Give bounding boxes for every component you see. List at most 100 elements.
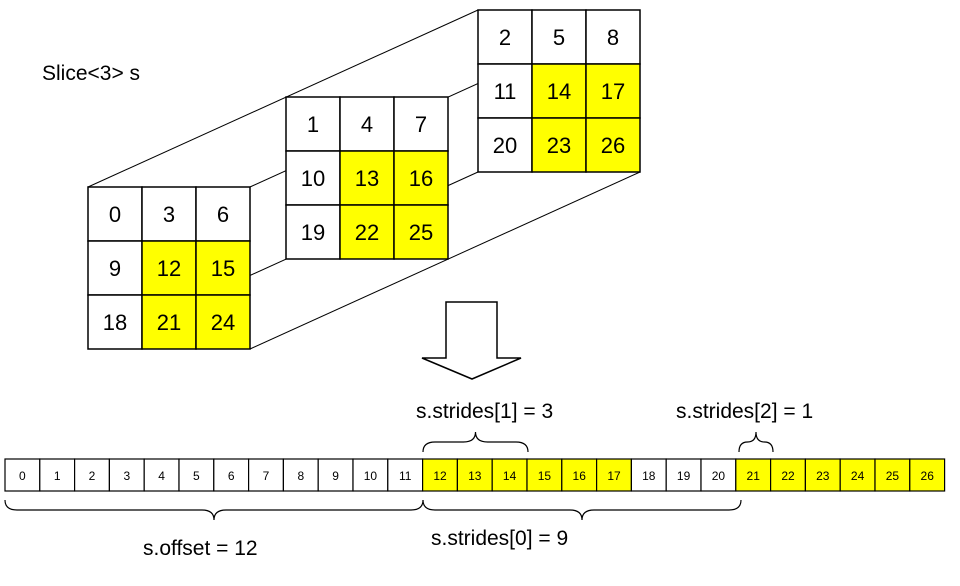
matrix-cell <box>585 117 641 173</box>
matrix-cell-value: 1 <box>307 112 319 137</box>
array-cell-value: 13 <box>468 469 482 483</box>
matrix-cell <box>195 294 251 350</box>
array-cell <box>73 458 110 492</box>
array-cell <box>769 458 806 492</box>
matrix-cell-value: 0 <box>109 202 121 227</box>
stride0-brace <box>422 499 742 521</box>
matrix-cell-value: 11 <box>494 79 517 104</box>
matrix-cell-value: 4 <box>361 112 373 137</box>
front-matrix: 0 3 6 9 12 15 18 21 24 <box>87 186 251 350</box>
matrix-cell-value: 19 <box>301 220 325 245</box>
perspective-line <box>249 171 641 350</box>
matrix-cell <box>87 186 143 242</box>
memory-array: 0 1 2 3 4 5 6 7 8 9 10 11 12 13 14 15 16 17 18 19 20 21 22 23 24… <box>4 458 946 492</box>
array-cell-value: 3 <box>123 469 130 483</box>
array-cell-value: 19 <box>677 469 691 483</box>
array-cell-value: 7 <box>263 469 270 483</box>
array-cell-value: 16 <box>573 469 587 483</box>
array-cell <box>491 458 528 492</box>
array-cell-value: 26 <box>921 469 935 483</box>
array-cell-value: 23 <box>816 469 830 483</box>
matrix-cell-value: 18 <box>103 310 127 335</box>
matrix-cell-value: 26 <box>601 133 625 158</box>
array-cell-value: 21 <box>747 469 761 483</box>
stride1-brace <box>422 431 529 453</box>
matrix-cell-value: 10 <box>301 166 325 191</box>
matrix-cell-value: 21 <box>157 310 181 335</box>
array-cell-value: 15 <box>538 469 552 483</box>
matrix-cell <box>585 63 641 119</box>
matrix-cell-value: 20 <box>493 133 517 158</box>
matrix-cell <box>87 294 143 350</box>
array-cell-value: 4 <box>158 469 165 483</box>
matrix-cell <box>477 9 533 65</box>
matrix-cell <box>393 204 449 260</box>
array-cell <box>561 458 598 492</box>
array-cell-value: 10 <box>364 469 378 483</box>
matrix-cell <box>585 9 641 65</box>
array-cell <box>387 458 424 492</box>
matrix-cell-value: 16 <box>409 166 433 191</box>
array-cell <box>874 458 911 492</box>
matrix-cell-value: 25 <box>409 220 433 245</box>
array-cell <box>4 458 41 492</box>
middle-matrix: 1 4 7 10 13 16 19 22 25 <box>285 96 449 260</box>
array-cell <box>700 458 737 492</box>
array-cell <box>804 458 841 492</box>
array-cell-value: 25 <box>886 469 900 483</box>
stride2-label: s.strides[2] = 1 <box>676 400 814 423</box>
array-cell-value: 0 <box>19 469 26 483</box>
array-cell <box>39 458 76 492</box>
matrix-cell <box>195 240 251 296</box>
matrix-cell <box>339 96 395 152</box>
array-cell-value: 8 <box>297 469 304 483</box>
back-matrix: 2 5 8 11 14 17 20 23 26 <box>477 9 641 173</box>
perspective-line <box>87 9 479 188</box>
array-cell-value: 5 <box>193 469 200 483</box>
array-cell-value: 12 <box>433 469 447 483</box>
matrix-cell <box>393 150 449 206</box>
array-cell <box>317 458 354 492</box>
array-cell <box>282 458 319 492</box>
array-cell-value: 24 <box>851 469 865 483</box>
matrix-cell-value: 14 <box>547 79 571 104</box>
matrix-cell-value: 17 <box>601 79 625 104</box>
array-cell <box>665 458 702 492</box>
matrix-cell <box>87 240 143 296</box>
matrix-cell <box>393 96 449 152</box>
array-cell <box>595 458 632 492</box>
stride2-brace <box>738 431 774 453</box>
offset-label: s.offset = 12 <box>143 537 258 560</box>
matrix-cell-value: 22 <box>355 220 379 245</box>
matrix-cell-value: 2 <box>499 25 511 50</box>
array-cell <box>456 458 493 492</box>
matrix-cell-value: 5 <box>553 25 565 50</box>
array-cell-value: 11 <box>399 469 412 483</box>
array-cell <box>352 458 389 492</box>
matrix-cell-value: 13 <box>355 166 379 191</box>
array-cell <box>909 458 946 492</box>
matrix-cell-value: 3 <box>163 202 175 227</box>
array-cell-value: 20 <box>712 469 726 483</box>
matrix-cell-value: 6 <box>217 202 229 227</box>
matrix-cell-value: 23 <box>547 133 571 158</box>
array-cell-value: 22 <box>781 469 795 483</box>
array-cell-value: 2 <box>89 469 96 483</box>
array-cell <box>248 458 285 492</box>
matrix-cell-value: 9 <box>109 256 121 281</box>
array-cell-value: 1 <box>54 469 61 483</box>
array-cell-value: 9 <box>332 469 339 483</box>
matrix-cell-value: 24 <box>211 310 235 335</box>
matrix-cell-value: 7 <box>415 112 427 137</box>
matrix-cell-value: 15 <box>211 256 235 281</box>
array-cell-value: 6 <box>228 469 235 483</box>
down-arrow-icon <box>421 301 522 380</box>
matrix-cell <box>285 96 341 152</box>
matrix-cell <box>339 150 395 206</box>
matrix-cell <box>141 294 197 350</box>
stride0-label: s.strides[0] = 9 <box>431 527 569 550</box>
slice-title: Slice<3> s <box>42 62 141 85</box>
offset-brace <box>4 499 424 521</box>
array-cell-value: 17 <box>607 469 621 483</box>
